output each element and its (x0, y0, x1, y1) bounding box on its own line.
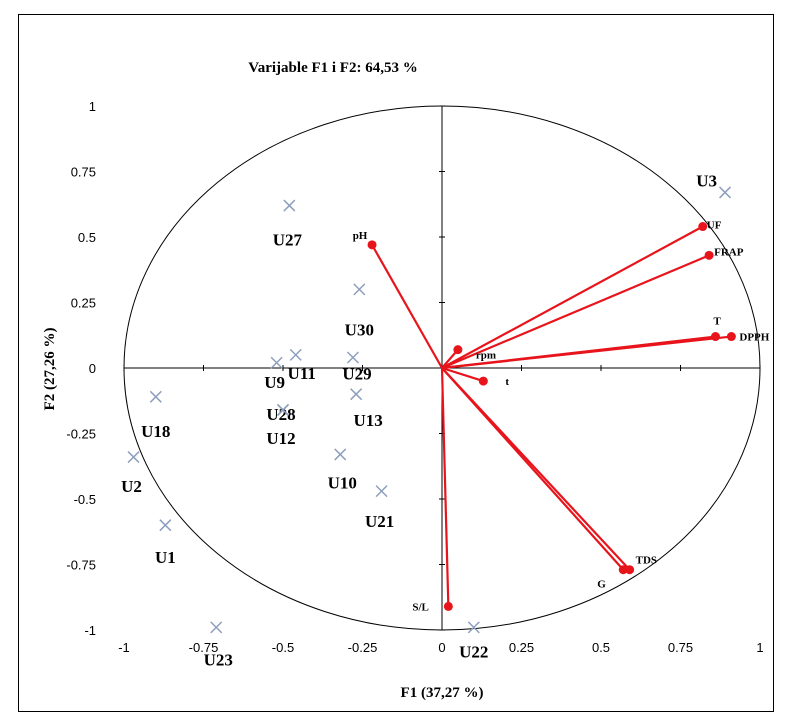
variable-point (726, 332, 736, 342)
observation-label: U30 (345, 320, 374, 339)
variable-point (478, 376, 488, 386)
observation-label: U10 (328, 473, 357, 492)
observation-label: U27 (273, 231, 303, 250)
y-tick-label: -0.5 (74, 492, 96, 507)
chart-title: Varijable F1 i F2: 64,53 % (248, 60, 417, 76)
observation-label: U12 (266, 429, 295, 448)
y-tick-label: -0.25 (66, 427, 96, 442)
y-tick-label: 0.25 (71, 296, 96, 311)
variable-vector (441, 367, 625, 571)
variable-point (625, 565, 635, 575)
variable-label: UF (707, 220, 722, 232)
x-tick-label: 1 (756, 640, 763, 655)
x-tick-label: 0 (438, 640, 445, 655)
observation-label: U3 (696, 171, 717, 190)
observation-marker (718, 186, 732, 199)
observation-label: U2 (121, 477, 142, 496)
observation-label: U23 (204, 650, 233, 669)
observation-label: U22 (459, 642, 488, 661)
variable-point (367, 240, 377, 250)
x-tick-label: 0.75 (668, 640, 693, 655)
observation-marker (270, 356, 283, 369)
observation-marker (353, 283, 366, 296)
x-tick-label: 0.25 (509, 640, 534, 655)
observation-marker (350, 388, 363, 401)
variable-label: t (505, 376, 509, 388)
observation-marker (334, 448, 347, 461)
variable-vector (440, 367, 450, 607)
chart-frame: Varijable F1 i F2: 64,53 % F1 (37,27 %) … (18, 14, 774, 712)
variable-point (618, 565, 628, 575)
observation-marker (210, 621, 223, 634)
observation-label: U13 (353, 411, 382, 430)
x-tick-label: -0.75 (189, 640, 219, 655)
observation-label: U18 (141, 422, 170, 441)
observation-marker (346, 351, 359, 364)
variable-point (443, 601, 453, 611)
variable-vector (441, 254, 710, 370)
observation-label: U9 (264, 373, 285, 392)
observation-label: U11 (288, 364, 316, 383)
y-tick-label: 1 (89, 99, 96, 114)
variable-label: TDS (636, 555, 657, 567)
variable-label: T (713, 316, 721, 328)
y-tick-label: 0.5 (78, 230, 96, 245)
variable-label: G (597, 579, 606, 591)
variable-label: S/L (412, 601, 429, 613)
variable-point (453, 345, 463, 355)
variable-vector (441, 366, 484, 383)
y-tick-label: 0 (89, 361, 96, 376)
variable-label: DPPH (739, 332, 769, 344)
y-tick-label: 0.75 (71, 165, 96, 180)
observation-marker (375, 485, 388, 498)
variable-label: FRAP (714, 246, 744, 258)
x-tick-label: -0.5 (272, 640, 294, 655)
observation-marker (127, 451, 140, 464)
variable-vector (441, 335, 732, 370)
x-tick-label: 0.5 (592, 640, 610, 655)
variable-label: pH (353, 230, 368, 242)
observation-marker (276, 403, 290, 416)
variable-vector (371, 244, 443, 369)
observation-marker (289, 348, 302, 361)
x-axis-title: F1 (37,27 %) (401, 685, 484, 701)
variable-point (698, 222, 708, 232)
observation-label: U28 (266, 405, 295, 424)
observation-label: U1 (155, 548, 176, 567)
x-tick-label: -0.25 (348, 640, 378, 655)
x-tick-label: -1 (118, 640, 130, 655)
y-tick-label: -1 (84, 623, 96, 638)
observation-marker (149, 390, 162, 403)
y-tick-label: -0.75 (66, 558, 96, 573)
observation-label: U29 (342, 365, 371, 384)
pca-biplot: Varijable F1 i F2: 64,53 % F1 (37,27 %) … (42, 60, 770, 701)
observation-label: U21 (365, 512, 394, 531)
variable-vector (441, 225, 704, 369)
observation-marker (467, 621, 480, 634)
y-axis-title: F2 (27,26 %) (42, 328, 58, 411)
observation-marker (283, 199, 296, 212)
variable-point (704, 250, 714, 260)
observation-marker (159, 519, 172, 532)
variable-label: rpm (476, 350, 496, 362)
